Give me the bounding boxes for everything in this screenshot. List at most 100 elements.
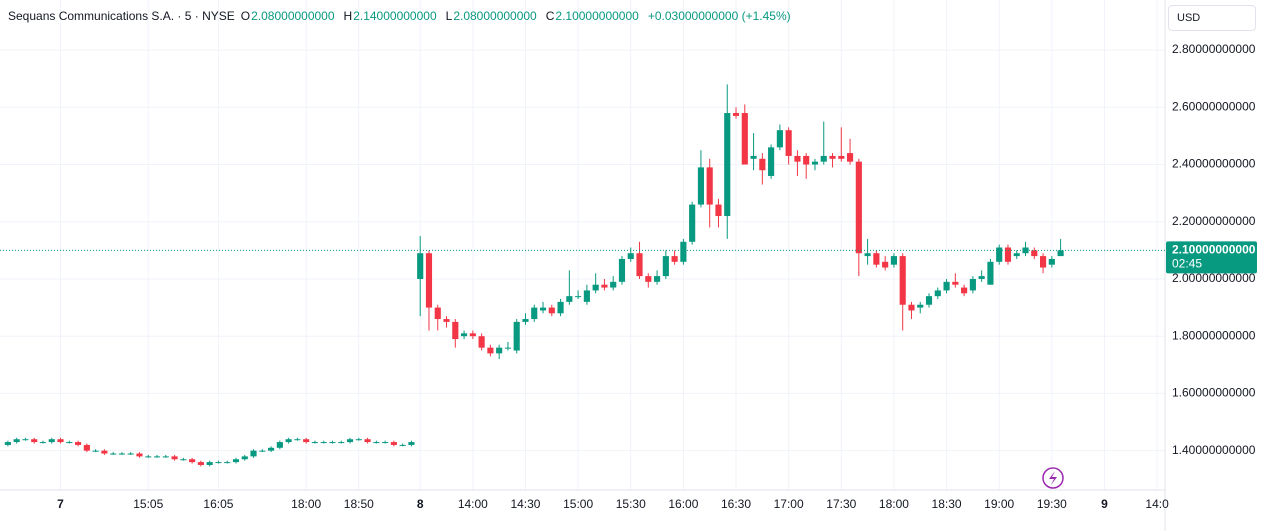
- candle-body: [838, 155, 845, 159]
- legend-key: C: [545, 9, 555, 23]
- candle-body: [829, 155, 836, 159]
- candle-body: [373, 442, 380, 444]
- grid: [0, 0, 1165, 490]
- candle-body: [443, 319, 450, 322]
- candle-body: [627, 253, 634, 259]
- legend-value: 2.08000000000: [453, 9, 537, 23]
- legend-value: 2.08000000000: [251, 9, 335, 23]
- x-tick-label: 18:50: [344, 497, 374, 511]
- y-tick-label: 1.80000000000: [1172, 328, 1256, 342]
- candle-body: [250, 450, 257, 457]
- x-tick-label: 16:00: [668, 497, 698, 511]
- candle-body: [996, 247, 1003, 262]
- candle-body: [504, 347, 512, 349]
- candle-body: [110, 453, 117, 455]
- candle-body: [136, 453, 143, 457]
- candle-body: [671, 256, 678, 262]
- candle-body: [1057, 250, 1064, 257]
- candle-body: [531, 307, 538, 320]
- candle-body: [610, 281, 617, 288]
- candle-body: [1022, 247, 1029, 254]
- candle-body: [706, 167, 713, 205]
- x-tick-label: 8: [417, 497, 424, 511]
- candle-body: [276, 442, 283, 448]
- candle-body: [268, 447, 275, 451]
- x-tick-label: 9: [1101, 497, 1108, 511]
- candle-body: [197, 462, 204, 465]
- candle-body: [425, 253, 433, 308]
- candle-body: [241, 456, 248, 460]
- candle-body: [48, 439, 55, 443]
- candle-body: [715, 204, 722, 217]
- candle-body: [987, 261, 994, 285]
- candle-body: [653, 276, 661, 282]
- candle-body: [338, 442, 345, 444]
- candle-body: [469, 333, 476, 337]
- x-tick-label: 15:05: [133, 497, 163, 511]
- candle-body: [408, 442, 415, 445]
- candle-body: [759, 158, 766, 171]
- candle-body: [355, 439, 362, 441]
- candle-body: [539, 307, 547, 311]
- x-tick-label: 16:05: [203, 497, 233, 511]
- candle-body: [908, 304, 915, 311]
- y-tick-label: 2.80000000000: [1172, 42, 1256, 56]
- candle-body: [224, 462, 231, 464]
- price-label: 2.10000000000: [1172, 243, 1256, 257]
- candle-body: [557, 301, 564, 314]
- x-tick-label: 18:00: [879, 497, 909, 511]
- candle-body: [127, 453, 134, 455]
- candle-body: [171, 456, 178, 460]
- currency-button[interactable]: USD: [1168, 5, 1256, 31]
- y-tick-label: 1.40000000000: [1172, 443, 1256, 457]
- candle-body: [259, 450, 266, 452]
- x-tick-label: 15:30: [616, 497, 646, 511]
- candle-body: [768, 147, 775, 176]
- candle-body: [92, 450, 99, 452]
- candle-body: [452, 321, 459, 340]
- candle-body: [548, 307, 555, 314]
- candle-body: [460, 333, 468, 337]
- candle-body: [961, 287, 968, 294]
- candle-body: [145, 456, 152, 458]
- y-tick-label: 2.40000000000: [1172, 157, 1256, 171]
- candle-body: [803, 155, 810, 165]
- candle-body: [1013, 253, 1020, 257]
- candle-body: [855, 161, 862, 254]
- x-tick-label: 14:30: [510, 497, 540, 511]
- candle-body: [575, 296, 582, 298]
- symbol-name: Sequans Communications S.A. · 5 · NYSE: [8, 9, 235, 23]
- x-tick-label: 14:00: [458, 497, 488, 511]
- candle-body: [566, 296, 573, 302]
- candle-body: [689, 204, 696, 242]
- legend-value: 2.10000000000: [555, 9, 639, 23]
- alert-icon[interactable]: [1042, 467, 1064, 489]
- candle-body: [311, 442, 319, 444]
- candle-body: [39, 442, 47, 444]
- candle-body: [925, 296, 933, 305]
- candle-body: [346, 439, 354, 443]
- candle-body: [329, 442, 336, 444]
- candle-body: [662, 256, 669, 277]
- candle-body: [601, 284, 608, 288]
- alert-bolt: [1049, 471, 1057, 485]
- candle-body: [364, 439, 371, 443]
- candle-body: [724, 113, 731, 217]
- candle-body: [31, 439, 38, 443]
- x-tick-label: 19:00: [984, 497, 1014, 511]
- candle-body: [522, 319, 529, 322]
- candle-body: [13, 439, 20, 443]
- candle-body: [732, 113, 740, 116]
- countdown: 02:45: [1172, 257, 1202, 271]
- candle-body: [215, 462, 222, 464]
- legend-key: O: [240, 9, 251, 23]
- y-tick-label: 2.60000000000: [1172, 99, 1256, 113]
- candle-body: [1039, 256, 1047, 268]
- candle-body: [680, 241, 687, 262]
- candle-body: [583, 290, 590, 302]
- candle-body: [285, 439, 292, 443]
- candle-body: [645, 276, 652, 282]
- x-tick-label: 16:30: [721, 497, 751, 511]
